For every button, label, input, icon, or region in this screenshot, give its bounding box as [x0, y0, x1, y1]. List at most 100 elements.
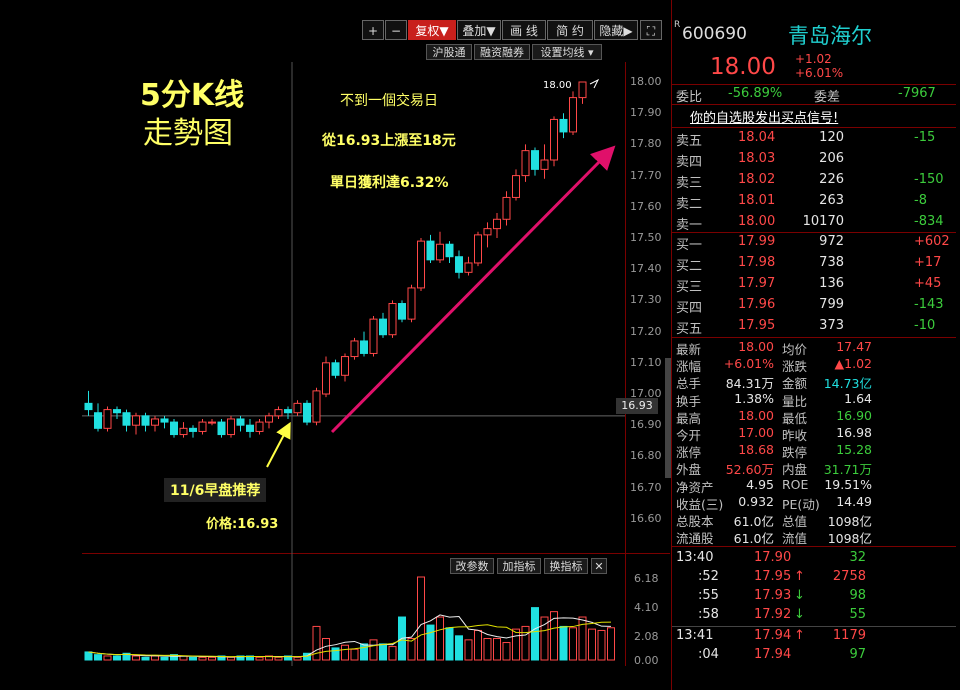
- level-volume: 226: [819, 172, 844, 187]
- stat-label: 总手: [676, 376, 702, 392]
- separator: [672, 84, 956, 85]
- last-price: 18.00: [710, 54, 776, 80]
- stat-label: PE(动): [782, 496, 820, 512]
- level-label: 卖四: [676, 155, 703, 170]
- change-params-button[interactable]: 改参数: [450, 558, 494, 574]
- stats-row: 总手 84.31万 金额 14.73亿: [676, 373, 954, 392]
- level-volume: 263: [819, 193, 844, 208]
- margin-trading-button[interactable]: 融资融券: [474, 44, 530, 60]
- candle: [474, 231, 482, 267]
- zoom-out-button[interactable]: −: [385, 20, 407, 40]
- volume-bar: [341, 644, 349, 661]
- tick-row: 13:40 17.90 32: [676, 550, 954, 571]
- candle: [113, 406, 121, 419]
- stat-label: 收益(三): [676, 496, 724, 512]
- candle: [531, 147, 539, 176]
- volume-bar: [217, 655, 226, 661]
- stats-row: 最新 18.00 均价 17.47: [676, 339, 954, 357]
- fullscreen-icon[interactable]: ⛶: [640, 20, 662, 40]
- volume-bar: [246, 655, 254, 661]
- level-label: 买二: [676, 259, 703, 274]
- draw-line-button[interactable]: 画 线: [502, 20, 546, 40]
- stat-value: 18.68: [738, 442, 774, 458]
- volume-bar: [588, 628, 596, 661]
- tick-row: :52 17.95 ↑ 2758: [676, 569, 954, 590]
- candle: [464, 256, 473, 276]
- stat-value: 19.51%: [824, 476, 872, 492]
- candle: [436, 231, 444, 263]
- level-volume: 136: [819, 276, 844, 291]
- volume-bar: [122, 652, 131, 661]
- candle: [540, 144, 549, 179]
- candle: [559, 113, 568, 139]
- zoom-in-button[interactable]: +: [362, 20, 384, 40]
- recommend-label: 11/6早盘推荐: [164, 478, 267, 502]
- volume-bar: [578, 616, 587, 661]
- ma-setting-button[interactable]: 设置均线 ▾: [532, 44, 602, 60]
- simple-mode-button[interactable]: 简 约: [547, 20, 593, 40]
- price-tick: 17.40: [630, 262, 662, 276]
- candle: [521, 144, 530, 182]
- close-indicator-icon[interactable]: ✕: [591, 558, 607, 574]
- tick-price: 17.95: [754, 569, 792, 584]
- note-3: 單日獲利達6.32%: [330, 175, 449, 191]
- candle: [483, 222, 492, 248]
- candle: [369, 316, 378, 357]
- price-tick: 17.00: [630, 387, 662, 400]
- tick-price: 17.90: [754, 550, 792, 565]
- restore-rights-button[interactable]: 复权▼: [408, 20, 456, 40]
- rights-mark: R: [674, 20, 681, 30]
- stat-value: 18.00: [738, 339, 774, 354]
- hgt-button[interactable]: 沪股通: [426, 44, 472, 60]
- hide-button[interactable]: 隐藏▶: [594, 20, 638, 40]
- price-tick: 16.90: [630, 418, 662, 432]
- stat-value: 4.95: [746, 476, 774, 492]
- chart-scrollbar[interactable]: [665, 358, 671, 478]
- signal-link[interactable]: 你的自选股发出买点信号!: [690, 111, 839, 126]
- volume-bar: [198, 656, 207, 661]
- stats-row: 总股本 61.0亿 总值 1098亿: [676, 511, 954, 529]
- vol-ma5-line: [88, 614, 612, 658]
- candle: [350, 337, 359, 360]
- separator: [672, 546, 956, 547]
- stat-value: 61.0亿: [733, 514, 774, 529]
- candle: [141, 412, 150, 432]
- stat-value: 17.00: [738, 425, 774, 440]
- price-tick: 17.60: [630, 199, 662, 213]
- price-tick: 17.10: [630, 355, 662, 369]
- volume-bar: [464, 639, 473, 661]
- level-label: 买五: [676, 322, 703, 337]
- kline-chart[interactable]: [82, 62, 625, 666]
- buy-level: 买一 17.99 972 +602: [676, 234, 954, 255]
- stat-value: 15.28: [836, 442, 872, 458]
- candle: [569, 91, 577, 136]
- tick-row: :55 17.93 ↓ 98: [676, 588, 954, 609]
- separator: [672, 104, 956, 105]
- candle: [151, 415, 159, 432]
- level-label: 买三: [676, 280, 703, 295]
- stat-value: 1098亿: [827, 531, 872, 547]
- volume-bar: [255, 656, 264, 661]
- volume-bar: [160, 656, 169, 661]
- tick-time: :58: [698, 607, 719, 622]
- tick-volume: 32: [849, 550, 866, 565]
- stats-row: 换手 1.38% 量比 1.64: [676, 391, 954, 409]
- buy-level: 买三 17.97 136 +45: [676, 276, 954, 297]
- add-indicator-button[interactable]: 加指标: [497, 558, 541, 574]
- chart-divider: [82, 553, 670, 554]
- stat-label: 总股本: [676, 514, 714, 529]
- candle: [189, 425, 197, 438]
- volume-bar: [445, 627, 454, 661]
- overlay-button[interactable]: 叠加▼: [457, 20, 501, 40]
- candle: [265, 412, 273, 429]
- stat-label: 最高: [676, 410, 702, 426]
- level-change-value: -834: [914, 214, 944, 229]
- level-price: 17.98: [738, 255, 776, 270]
- price-tick: 18.00: [630, 75, 662, 88]
- note-1: 不到一個交易日: [340, 93, 438, 109]
- volume-bar: [531, 607, 539, 661]
- stats-row: 收益(三) 0.932 PE(动) 14.49: [676, 494, 954, 512]
- switch-indicator-button[interactable]: 换指标: [544, 558, 588, 574]
- stat-label: 总值: [782, 514, 808, 529]
- level-volume: 738: [819, 255, 844, 270]
